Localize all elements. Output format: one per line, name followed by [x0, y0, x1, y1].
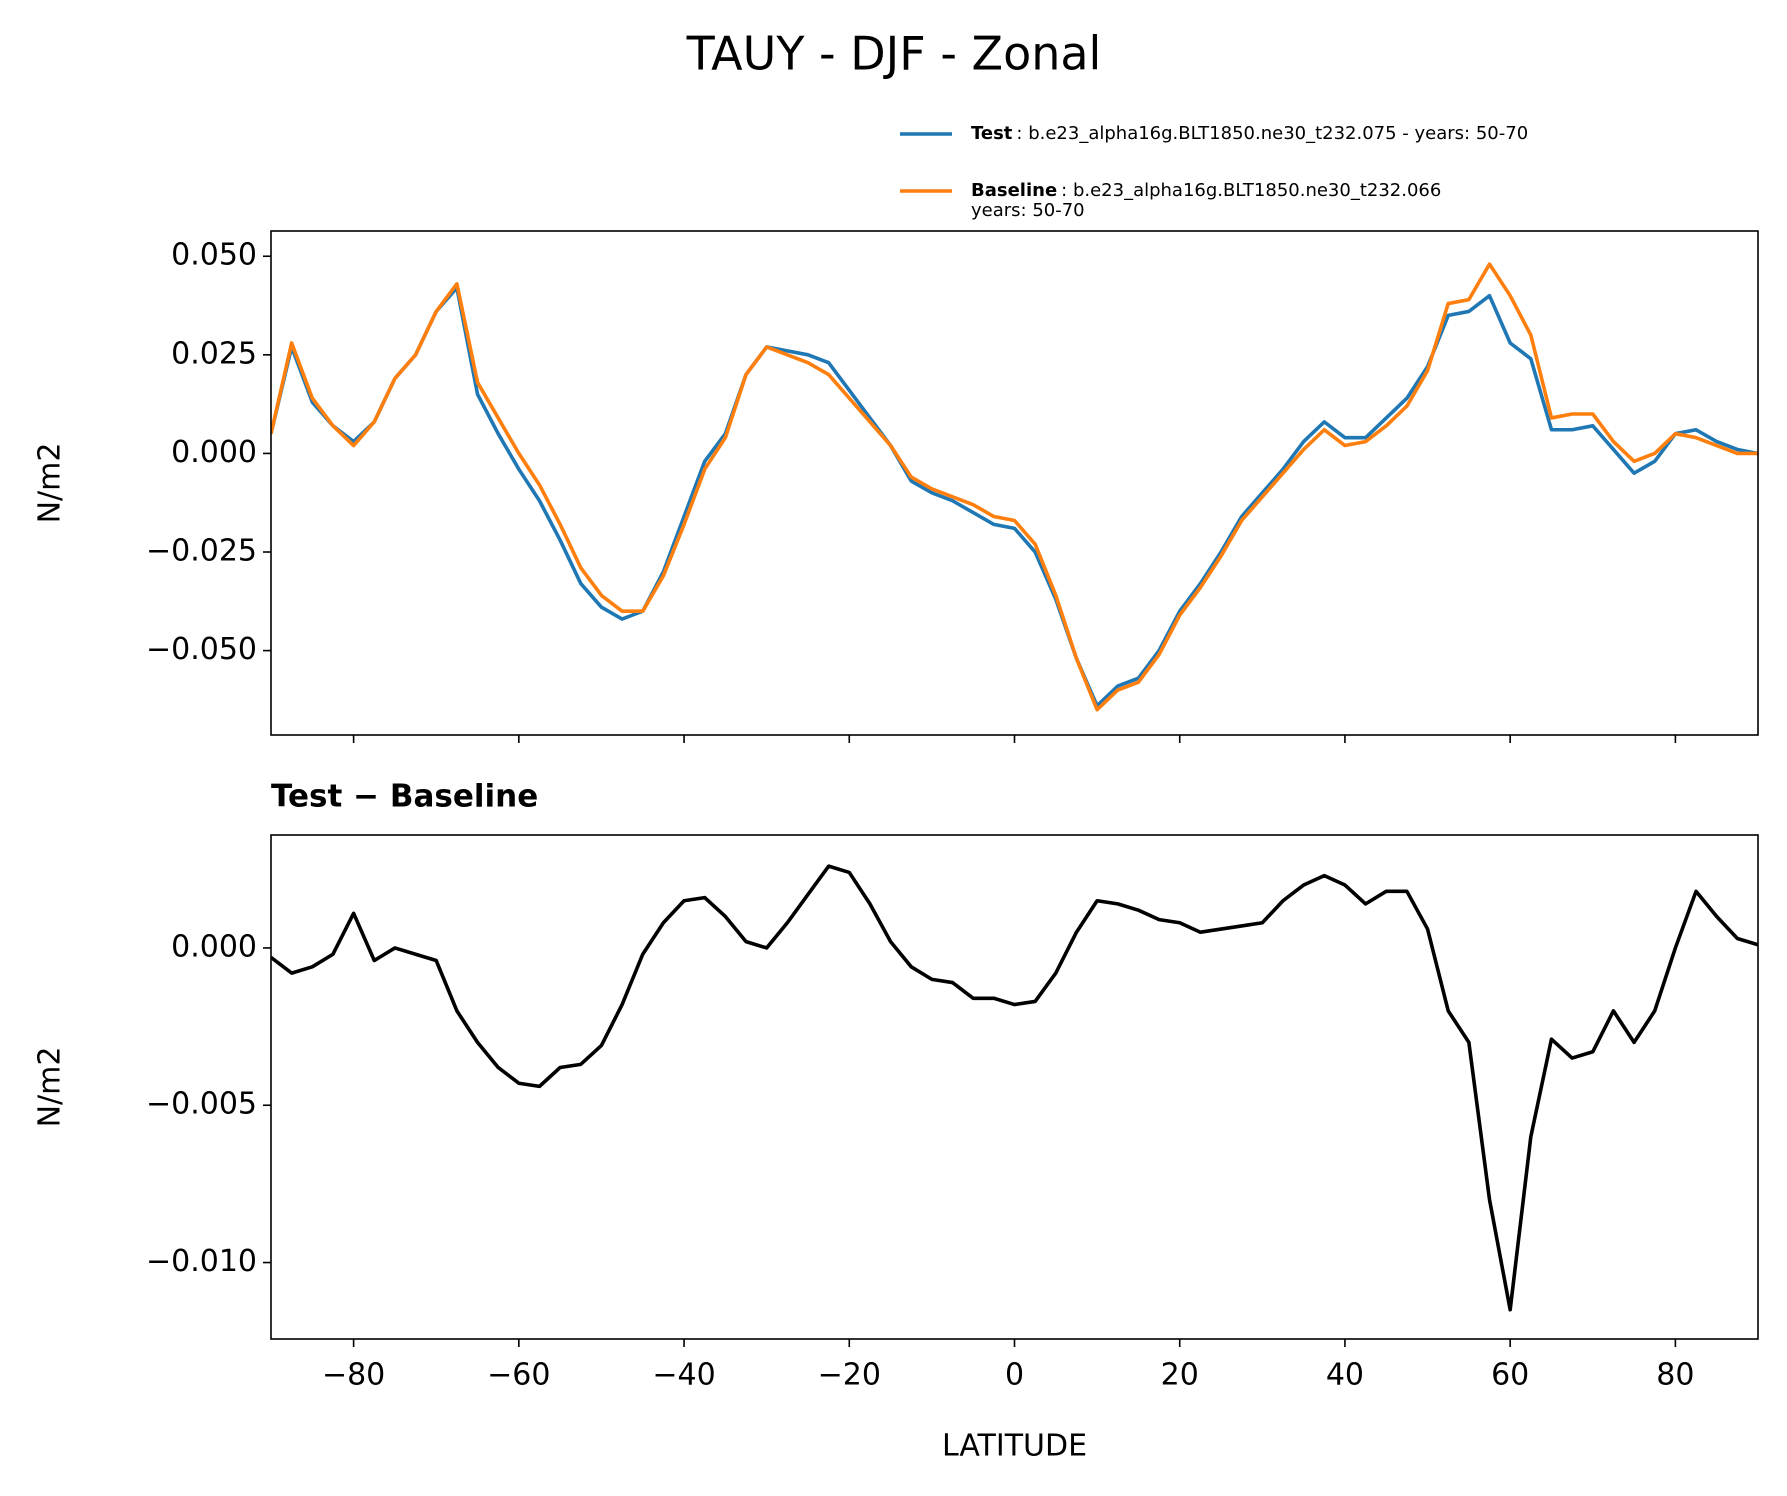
legend-description: : b.e23_alpha16g.BLT1850.ne30_t232.066 [1061, 180, 1441, 201]
legend-name: Baseline [971, 180, 1057, 201]
subplot-title: Test − Baseline [271, 779, 538, 815]
y-axis-label: N/m2 [33, 443, 68, 524]
y-tick-label: −0.025 [146, 534, 257, 569]
x-tick-label: 80 [1656, 1358, 1694, 1393]
figure-title: TAUY - DJF - Zonal [686, 27, 1102, 81]
y-tick-label: 0.025 [171, 336, 257, 371]
legend-name: Test [971, 123, 1013, 144]
x-tick-label: 60 [1491, 1358, 1529, 1393]
x-tick-label: −80 [322, 1358, 385, 1393]
x-tick-label: 0 [1005, 1358, 1024, 1393]
axes-frame [270, 230, 1759, 736]
y-tick-label: 0.000 [171, 435, 257, 470]
x-tick-label: 40 [1326, 1358, 1364, 1393]
y-axis-label: N/m2 [33, 1047, 68, 1128]
x-tick-label: −40 [652, 1358, 715, 1393]
y-tick-label: 0.000 [171, 929, 257, 964]
legend-description: years: 50-70 [971, 200, 1085, 221]
data-line [271, 262, 1758, 712]
data-line [271, 285, 1758, 708]
x-tick-label: −60 [487, 1358, 550, 1393]
y-tick-label: −0.050 [146, 632, 257, 667]
x-tick-label: −20 [818, 1358, 881, 1393]
y-tick-label: −0.005 [146, 1087, 257, 1122]
legend-label: Test: b.e23_alpha16g.BLT1850.ne30_t232.0… [971, 123, 1528, 144]
axes-frame [270, 834, 1759, 1340]
y-tick-label: −0.010 [146, 1244, 257, 1279]
x-axis-label: LATITUDE [942, 1429, 1087, 1464]
y-tick-label: 0.050 [171, 238, 257, 273]
x-tick-label: 20 [1161, 1358, 1199, 1393]
legend-description: : b.e23_alpha16g.BLT1850.ne30_t232.075 -… [1016, 123, 1528, 144]
legend-label: Baseline: b.e23_alpha16g.BLT1850.ne30_t2… [971, 180, 1441, 201]
data-line [271, 864, 1758, 1312]
